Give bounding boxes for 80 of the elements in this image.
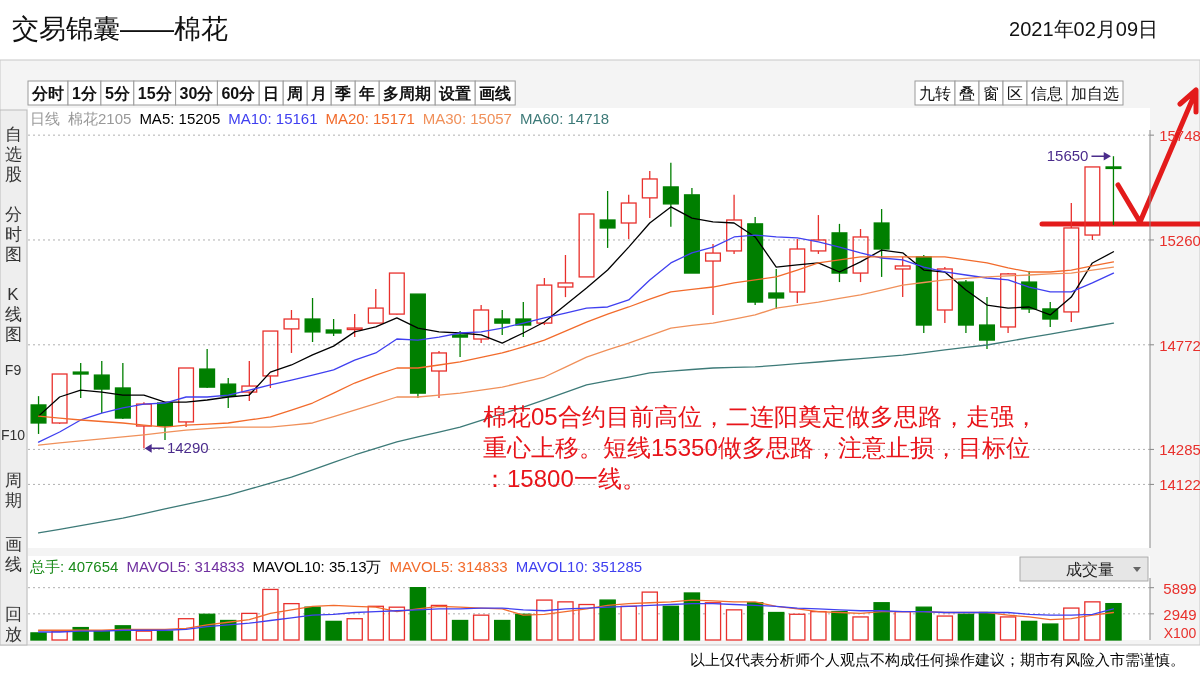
text: 画线 bbox=[479, 85, 512, 102]
text: 月 bbox=[310, 85, 328, 102]
bar bbox=[156, 630, 174, 641]
text: X100 bbox=[1163, 625, 1197, 641]
text: 分时图 bbox=[4, 205, 22, 264]
bar bbox=[493, 619, 511, 641]
bar bbox=[1105, 602, 1122, 641]
text: MA60: 14718 bbox=[519, 110, 610, 127]
candlestick bbox=[726, 194, 743, 255]
bar bbox=[304, 606, 321, 641]
text: 周 bbox=[286, 85, 304, 102]
text: 区 bbox=[1007, 85, 1023, 102]
text: 分时 bbox=[31, 85, 64, 102]
y-tick-label: 14285 bbox=[1159, 441, 1200, 459]
text: 周期 bbox=[4, 471, 22, 510]
text: 30分 bbox=[179, 85, 215, 102]
text: 日 bbox=[263, 85, 280, 102]
text: 自选股 bbox=[4, 125, 22, 184]
y-tick-label: 14122 bbox=[1159, 476, 1200, 494]
y-tick-label: 14772 bbox=[1159, 336, 1200, 354]
text: F9 bbox=[4, 362, 22, 378]
y-tick-label: 2949 bbox=[1163, 605, 1197, 623]
text: 季 bbox=[334, 85, 352, 102]
bar bbox=[662, 605, 680, 641]
text: 以上仅代表分析师个人观点不构成任何操作建议；期市有风险入市需谨慎。 bbox=[690, 651, 1185, 668]
bar bbox=[957, 613, 975, 641]
text: 设置 bbox=[438, 85, 472, 102]
bar bbox=[831, 610, 848, 641]
text: 15分 bbox=[137, 85, 173, 102]
chart-title: 交易锦囊——棉花 bbox=[12, 14, 228, 44]
bar bbox=[451, 619, 469, 641]
text: MA5: 15205 bbox=[139, 110, 221, 127]
bar bbox=[30, 632, 47, 641]
text: 多周期 bbox=[383, 85, 432, 102]
bar bbox=[325, 620, 342, 641]
text: 成交量 bbox=[1066, 561, 1114, 578]
text: 画线 bbox=[4, 535, 22, 574]
text: 5分 bbox=[104, 85, 131, 102]
text: 九转 bbox=[919, 85, 951, 102]
text: MAVOL10: 35.13万 bbox=[252, 558, 382, 575]
text: 1分 bbox=[72, 85, 98, 102]
text: MA30: 15057 bbox=[422, 110, 512, 127]
text: 叠 bbox=[959, 85, 975, 102]
bar bbox=[915, 606, 933, 641]
text: F10 bbox=[0, 427, 26, 443]
candlestick bbox=[599, 190, 616, 249]
text: 回放 bbox=[4, 605, 22, 644]
bar bbox=[978, 611, 996, 641]
annotation: 15650 bbox=[1046, 147, 1089, 165]
text: K线图 bbox=[4, 285, 22, 344]
text: 日线 bbox=[30, 110, 60, 127]
text: 信息 bbox=[1031, 85, 1063, 102]
text: 60分 bbox=[221, 85, 257, 102]
bar bbox=[1020, 620, 1038, 641]
text: 窗 bbox=[983, 85, 999, 102]
candlestick bbox=[978, 296, 996, 350]
bar bbox=[873, 602, 890, 641]
text: MAVOL5: 314833 bbox=[126, 558, 245, 575]
text: MAVOL5: 314833 bbox=[389, 558, 508, 575]
y-tick-label: 5899 bbox=[1163, 579, 1197, 597]
annotation: 14290 bbox=[166, 439, 209, 457]
candlestick bbox=[662, 162, 679, 228]
text: MAVOL10: 351285 bbox=[515, 558, 643, 575]
line-series bbox=[37, 322, 1115, 534]
bar bbox=[409, 587, 427, 641]
chart-subtitle: 2021年02月09日 bbox=[1009, 18, 1158, 40]
candlestick bbox=[704, 243, 722, 316]
bar bbox=[515, 613, 532, 641]
bar bbox=[683, 592, 701, 641]
y-tick-label: 15260 bbox=[1159, 231, 1200, 249]
text: MA10: 15161 bbox=[228, 110, 318, 127]
text: MA20: 15171 bbox=[325, 110, 415, 127]
bar bbox=[1041, 623, 1059, 641]
text: 总手: 407654 bbox=[29, 558, 119, 575]
text: 年 bbox=[358, 85, 376, 102]
text: 加自选 bbox=[1071, 85, 1119, 102]
bar bbox=[599, 599, 616, 641]
bar bbox=[746, 602, 764, 641]
text: 棉花2105 bbox=[68, 110, 132, 127]
bar bbox=[767, 611, 785, 641]
